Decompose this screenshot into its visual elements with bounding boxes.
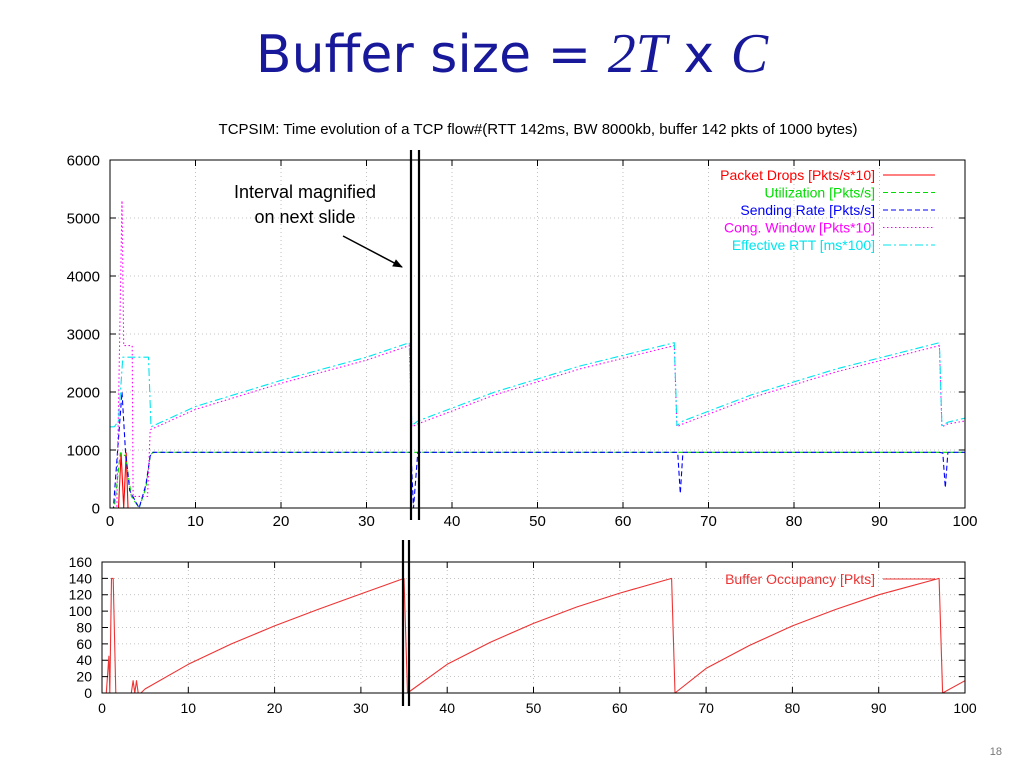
y-tick-label: 0 bbox=[84, 685, 92, 701]
x-tick-label: 70 bbox=[700, 513, 717, 530]
y-tick-label: 120 bbox=[69, 587, 93, 603]
y-tick-label: 20 bbox=[76, 669, 92, 685]
y-tick-label: 6000 bbox=[67, 152, 100, 169]
x-tick-label: 40 bbox=[444, 513, 461, 530]
x-tick-label: 50 bbox=[529, 513, 546, 530]
annotation-arrow bbox=[342, 235, 403, 268]
x-tick-label: 70 bbox=[698, 700, 714, 716]
x-tick-label: 60 bbox=[612, 700, 628, 716]
x-tick-label: 80 bbox=[786, 513, 803, 530]
slide-title-c: C bbox=[730, 23, 769, 85]
legend-label: Buffer Occupancy [Pkts] bbox=[725, 571, 875, 587]
y-tick-label: 2000 bbox=[67, 384, 100, 401]
page-number: 18 bbox=[989, 746, 1002, 758]
legend-label: Packet Drops [Pkts/s*10] bbox=[720, 167, 875, 183]
legend-label: Utilization [Pkts/s] bbox=[765, 185, 875, 201]
series-line bbox=[110, 200, 966, 509]
legend-label: Cong. Window [Pkts*10] bbox=[724, 220, 875, 236]
x-tick-label: 90 bbox=[871, 513, 888, 530]
series-line bbox=[110, 451, 965, 509]
x-tick-label: 60 bbox=[615, 513, 632, 530]
plot-frame bbox=[101, 561, 966, 694]
x-tick-label: 30 bbox=[353, 700, 369, 716]
y-tick-label: 3000 bbox=[67, 326, 100, 343]
x-tick-label: 50 bbox=[526, 700, 542, 716]
x-tick-label: 20 bbox=[273, 513, 290, 530]
x-tick-label: 10 bbox=[187, 513, 204, 530]
series-line bbox=[102, 577, 966, 694]
x-tick-label: 0 bbox=[106, 513, 114, 530]
legend-label: Sending Rate [Pkts/s] bbox=[740, 202, 875, 218]
legend-label: Effective RTT [ms*100] bbox=[732, 237, 875, 253]
series-line bbox=[110, 342, 966, 428]
slide-title-x: x bbox=[666, 25, 731, 85]
y-tick-label: 5000 bbox=[67, 210, 100, 227]
y-tick-label: 100 bbox=[69, 603, 93, 619]
x-tick-label: 30 bbox=[358, 513, 375, 530]
x-tick-label: 10 bbox=[181, 700, 197, 716]
y-tick-label: 4000 bbox=[67, 268, 100, 285]
slide-title: Buffer size = 2T x C bbox=[0, 22, 1024, 86]
x-tick-label: 100 bbox=[953, 700, 977, 716]
x-tick-label: 100 bbox=[952, 513, 977, 530]
slide-title-2t: 2T bbox=[607, 23, 667, 85]
y-tick-label: 160 bbox=[69, 554, 93, 570]
y-tick-label: 0 bbox=[92, 500, 100, 517]
y-tick-label: 1000 bbox=[67, 442, 100, 459]
x-tick-label: 20 bbox=[267, 700, 283, 716]
annotation-line-2: on next slide bbox=[254, 207, 355, 227]
x-tick-label: 0 bbox=[98, 700, 106, 716]
y-tick-label: 80 bbox=[76, 619, 92, 635]
y-tick-label: 40 bbox=[76, 652, 92, 668]
y-tick-label: 60 bbox=[76, 636, 92, 652]
plot-frame bbox=[109, 159, 966, 509]
x-tick-label: 80 bbox=[785, 700, 801, 716]
x-tick-label: 90 bbox=[871, 700, 887, 716]
slide-title-prefix: Buffer size = bbox=[255, 25, 608, 85]
y-tick-label: 140 bbox=[69, 570, 93, 586]
x-tick-label: 40 bbox=[439, 700, 455, 716]
chart-title: TCPSIM: Time evolution of a TCP flow#(RT… bbox=[218, 121, 858, 138]
annotation-line-1: Interval magnified bbox=[234, 182, 376, 202]
